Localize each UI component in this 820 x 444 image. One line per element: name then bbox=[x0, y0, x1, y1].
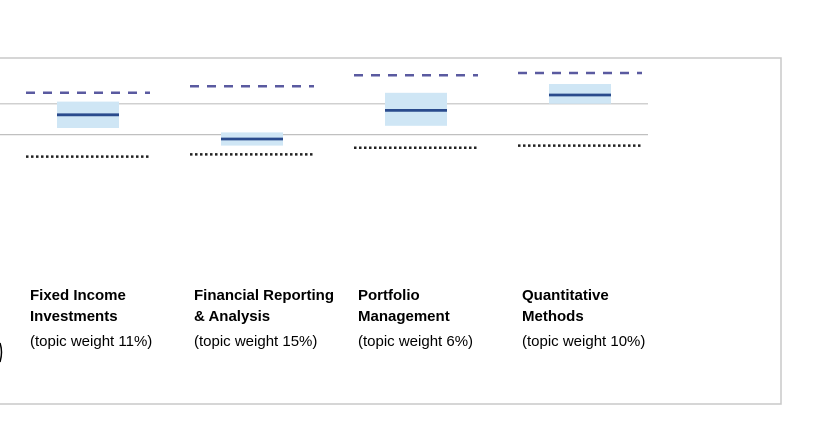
category-title-line: Financial Reporting bbox=[194, 287, 334, 304]
category-title-line: Portfolio bbox=[358, 287, 420, 304]
category-label-3: Portfolio Management (topic weight 6%) bbox=[358, 287, 473, 350]
category-group-4 bbox=[518, 71, 642, 147]
category-label-1: Fixed Income Investments (topic weight 11%… bbox=[30, 287, 152, 350]
category-label-4: Quantitative Methods (topic weight 10%) bbox=[522, 287, 645, 350]
category-group-1 bbox=[26, 91, 150, 158]
category-title-line: Management bbox=[358, 308, 450, 325]
box-plot-marks bbox=[26, 71, 642, 158]
category-title-line: Quantitative bbox=[522, 287, 609, 304]
category-weight: (topic weight 15%) bbox=[194, 333, 317, 350]
category-group-2 bbox=[190, 84, 314, 156]
category-title-line: Fixed Income bbox=[30, 287, 126, 304]
category-title-line: Methods bbox=[522, 308, 584, 325]
category-label-2: Financial Reporting & Analysis (topic weig… bbox=[194, 287, 334, 350]
category-weight: (topic weight 10%) bbox=[522, 333, 645, 350]
category-title-line: & Analysis bbox=[194, 308, 270, 325]
category-group-3 bbox=[354, 73, 478, 150]
category-labels: Fixed Income Investments (topic weight 11%… bbox=[30, 287, 645, 350]
category-title-line: Investments bbox=[30, 308, 118, 325]
category-weight: (topic weight 11%) bbox=[30, 333, 152, 350]
category-weight: (topic weight 6%) bbox=[358, 333, 473, 350]
cut-off-axis-mark bbox=[0, 342, 3, 363]
